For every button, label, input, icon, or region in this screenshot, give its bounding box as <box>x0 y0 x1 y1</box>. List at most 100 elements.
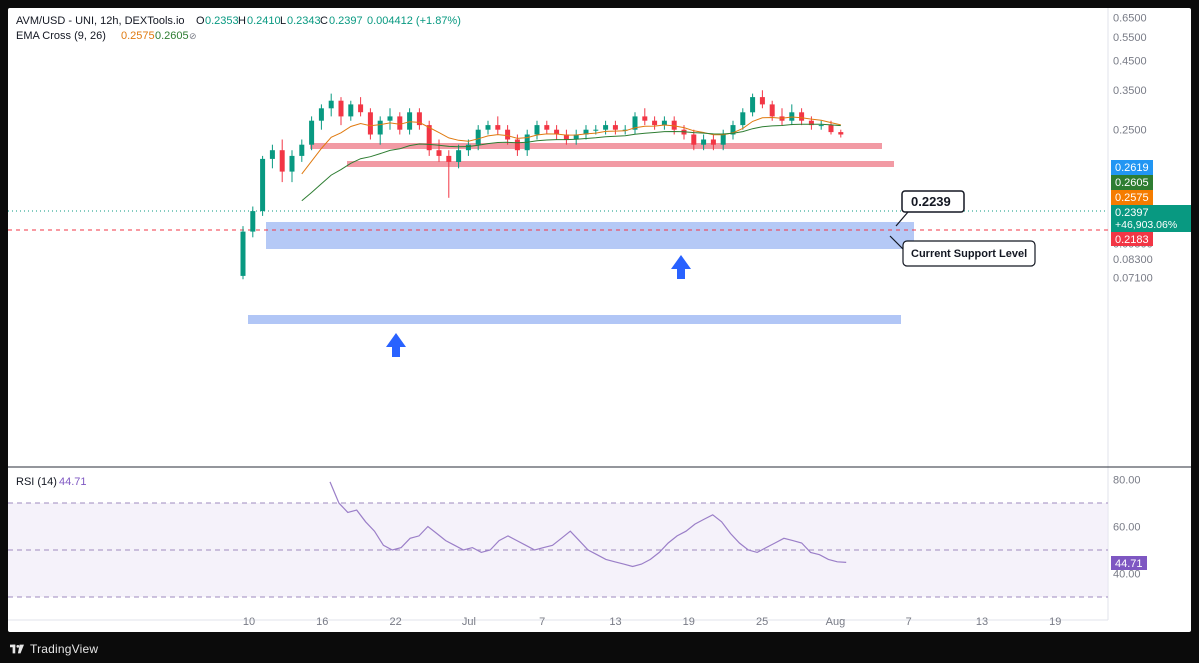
footer-bar: TradingView <box>0 633 1199 663</box>
rsi-tick-label: 60.00 <box>1113 522 1141 534</box>
candle-body <box>573 134 579 140</box>
candle-body <box>514 139 520 151</box>
candle-body <box>269 150 275 159</box>
last-price-badge: 0.2397 +46,903.06% <box>1111 205 1191 232</box>
candle-body <box>505 129 511 140</box>
candle-body <box>740 112 746 126</box>
svg-text:0.2353: 0.2353 <box>205 15 239 27</box>
candle-body <box>495 125 501 130</box>
candle-body <box>563 134 569 140</box>
rsi-axis[interactable]: 80.00 60.00 40.00 <box>1113 475 1141 581</box>
price-tick-label: 0.07100 <box>1113 273 1153 285</box>
candle-body <box>691 134 697 145</box>
candle-body <box>828 125 834 133</box>
candle-body <box>799 112 805 121</box>
candle-body <box>456 150 462 162</box>
svg-text:0.2410: 0.2410 <box>247 15 281 27</box>
time-axis[interactable]: 10 16 22 Jul 7 13 19 25 Aug 7 13 19 <box>243 616 1062 628</box>
candle-body <box>260 158 266 212</box>
candle-body <box>426 125 432 151</box>
svg-text:0.004412 (+1.87%): 0.004412 (+1.87%) <box>367 15 461 27</box>
brand-name: TradingView <box>30 642 99 656</box>
candle-body <box>416 112 422 126</box>
candle-body <box>446 155 452 162</box>
candle-body <box>279 150 285 172</box>
chart-svg[interactable]: AVM/USD - UNI, 12h, DEXTools.io O 0.2353… <box>8 8 1191 632</box>
candle-body <box>671 120 677 130</box>
time-tick-label: Aug <box>826 616 846 628</box>
candle-body <box>338 100 344 117</box>
price-tick-label: 0.4500 <box>1113 56 1147 68</box>
time-tick-label: 16 <box>316 616 328 628</box>
rsi-tick-label: 40.00 <box>1113 569 1141 581</box>
candle-body <box>299 144 305 156</box>
hide-indicator-icon[interactable]: ⊘ <box>189 31 197 41</box>
candle-body <box>612 125 618 130</box>
candle-body <box>759 97 765 105</box>
candle-body <box>318 108 324 121</box>
svg-text:0.2605: 0.2605 <box>1115 177 1149 189</box>
time-tick-label: 19 <box>683 616 695 628</box>
candle-body <box>632 116 638 130</box>
candle-body <box>720 134 726 145</box>
svg-text:L: L <box>280 15 286 27</box>
support-zone <box>266 222 914 249</box>
candle-body <box>838 132 844 135</box>
candle-body <box>710 139 716 145</box>
chart-panel: AVM/USD - UNI, 12h, DEXTools.io O 0.2353… <box>8 8 1191 632</box>
candle-body <box>436 150 442 156</box>
symbol-title: AVM/USD - UNI, 12h, DEXTools.io <box>16 15 185 27</box>
candle-body <box>750 97 756 113</box>
candle-body <box>593 129 599 131</box>
svg-text:0.2183: 0.2183 <box>1115 234 1149 246</box>
candle-body <box>554 129 560 135</box>
time-tick-label: 13 <box>609 616 621 628</box>
candle-body <box>407 112 413 130</box>
candle-body <box>769 104 775 117</box>
candle-body <box>544 125 550 130</box>
candle-body <box>622 129 628 131</box>
ema-fast-value: 0.2575 <box>121 30 155 42</box>
time-tick-label: 25 <box>756 616 768 628</box>
candle-body <box>583 129 589 135</box>
svg-text:0.2575: 0.2575 <box>1115 192 1149 204</box>
candle-body <box>348 104 354 117</box>
price-badge-red: 0.2183 <box>1111 232 1153 246</box>
ema-fast-line <box>301 116 841 175</box>
price-tick-label: 0.5500 <box>1113 32 1147 44</box>
time-tick-label: 19 <box>1049 616 1061 628</box>
tradingview-logo-icon <box>10 644 24 654</box>
price-tick-label: 0.6500 <box>1113 13 1147 25</box>
candle-body <box>642 116 648 121</box>
svg-text:O: O <box>196 15 205 27</box>
svg-text:Current Support Level: Current Support Level <box>911 248 1027 260</box>
price-tick-label: 0.08300 <box>1113 254 1153 266</box>
time-tick-label: 10 <box>243 616 255 628</box>
svg-text:44.71: 44.71 <box>1115 558 1143 570</box>
candle-body <box>818 125 824 127</box>
candle-body <box>730 125 736 135</box>
price-tick-label: 0.3500 <box>1113 85 1147 97</box>
resistance-zone-2 <box>347 161 894 167</box>
price-badge-orange: 0.2575 <box>1111 190 1153 205</box>
svg-text:+46,903.06%: +46,903.06% <box>1115 219 1177 231</box>
svg-text:0.2343: 0.2343 <box>287 15 321 27</box>
time-tick-label: Jul <box>462 616 476 628</box>
candle-body <box>328 100 334 109</box>
rsi-badge: 44.71 <box>1111 556 1147 570</box>
candle-body <box>240 231 246 276</box>
time-tick-label: 7 <box>906 616 912 628</box>
ohlc-readout: O 0.2353 H 0.2410 L 0.2343 C 0.2397 0.00… <box>196 15 461 27</box>
time-tick-label: 22 <box>389 616 401 628</box>
level-callout: 0.2239 <box>895 190 965 227</box>
candle-body <box>475 129 481 145</box>
price-tick-label: 0.2500 <box>1113 125 1147 137</box>
candle-body <box>652 120 658 126</box>
tradingview-logo[interactable]: TradingView <box>10 642 98 656</box>
candle-body <box>465 144 471 151</box>
rsi-title: RSI (14) <box>16 476 57 488</box>
candle-body <box>485 125 491 130</box>
indicator-title: EMA Cross (9, 26) <box>16 30 106 42</box>
rsi-line <box>329 481 847 568</box>
